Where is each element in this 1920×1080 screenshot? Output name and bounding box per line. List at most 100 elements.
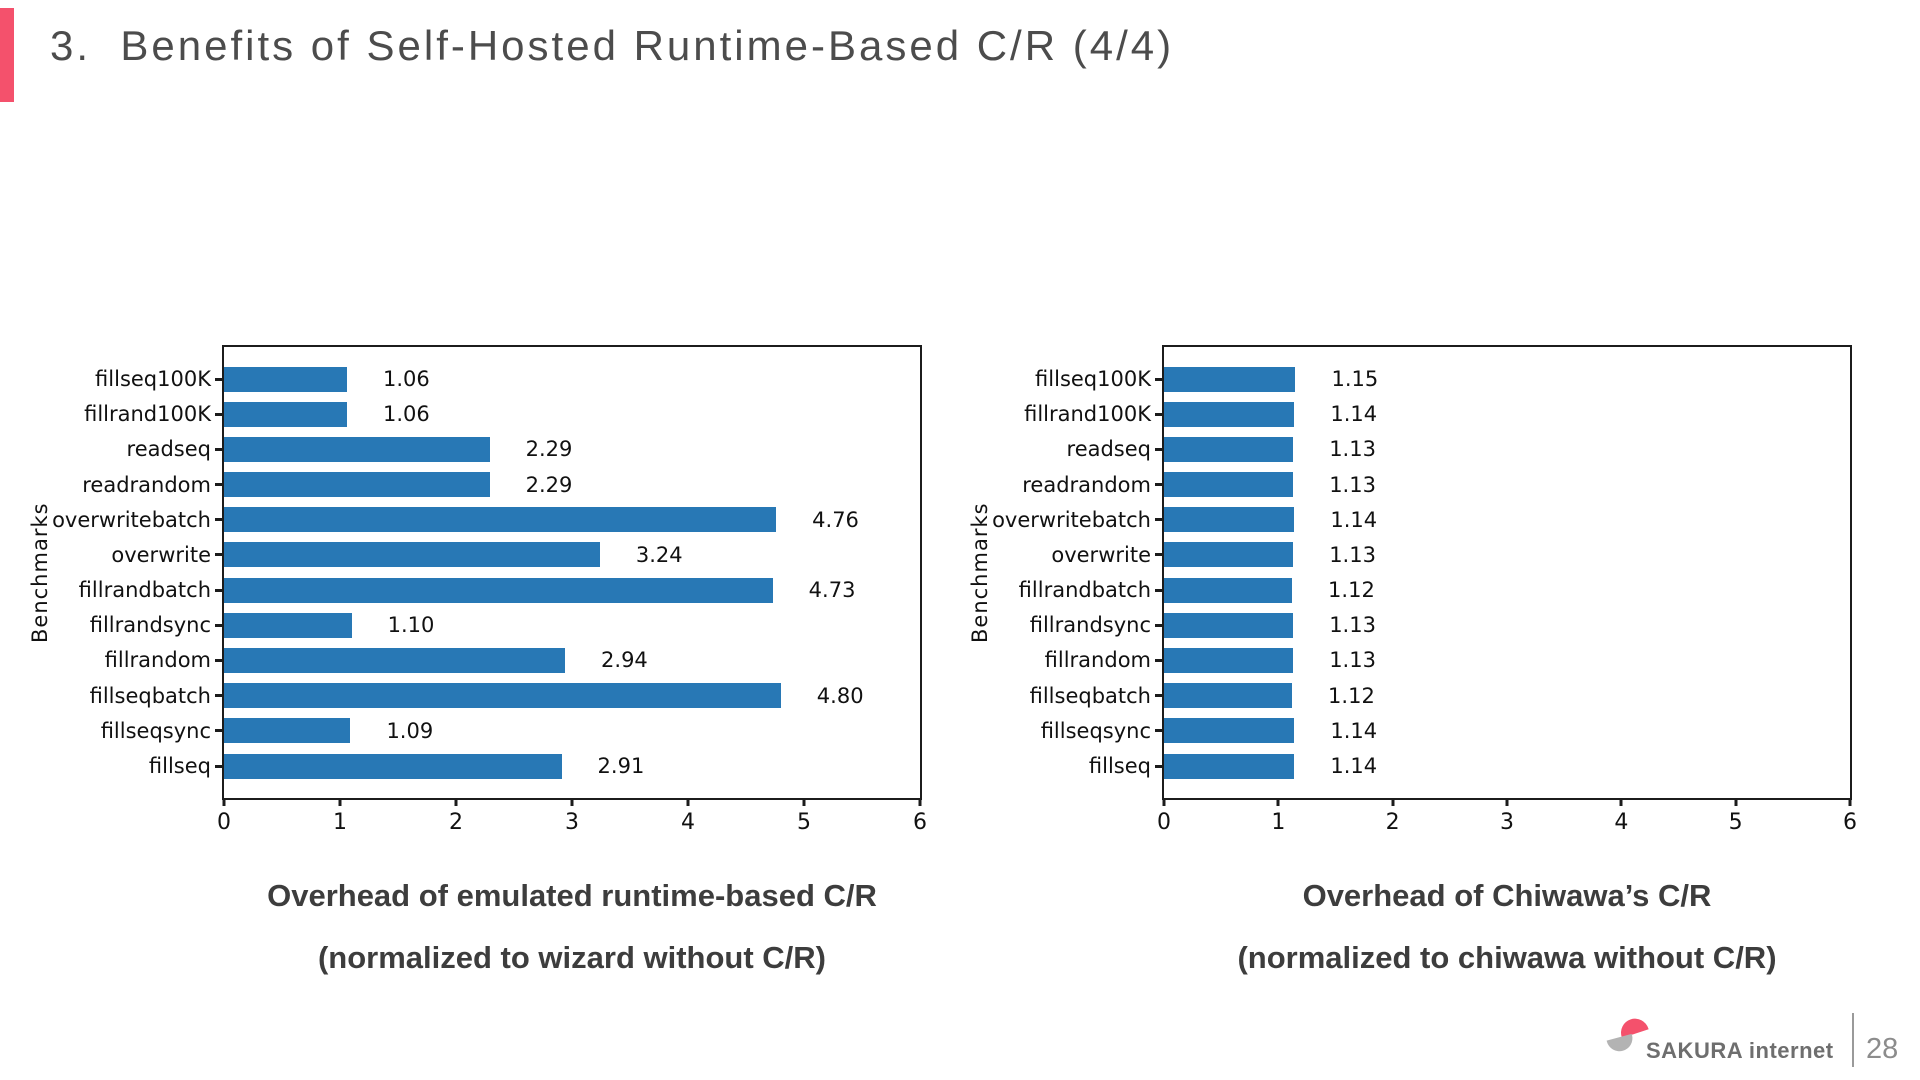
- benchmark-label: overwrite: [1051, 542, 1151, 567]
- x-axis-tick: [686, 798, 690, 806]
- bar-fillseqsync: [1164, 718, 1295, 744]
- bar-fillseqsync: [224, 718, 351, 744]
- benchmark-label: fillseqbatch: [1029, 683, 1151, 708]
- bar-fillrand100K: [1164, 401, 1295, 427]
- y-axis-tick: [1155, 764, 1164, 768]
- bar-readseq: [224, 436, 490, 462]
- y-axis-tick: [215, 447, 224, 451]
- chart-caption-right: Overhead of Chiwawa’s C/R (normalized to…: [1057, 878, 1920, 976]
- bar-value-label: 1.13: [1329, 648, 1376, 673]
- x-axis-tick: [1391, 798, 1395, 806]
- y-axis-tick: [215, 729, 224, 733]
- caption-subtitle: (normalized to wizard without C/R): [317, 940, 827, 975]
- x-tick-label: 6: [1843, 810, 1857, 835]
- y-axis-tick: [1155, 412, 1164, 416]
- bar-value-label: 1.09: [386, 718, 434, 743]
- bar-fillrand100K: [224, 401, 347, 427]
- bar-fillrandbatch: [1164, 577, 1293, 603]
- y-axis-tick: [1155, 553, 1164, 557]
- bar-value-label: 4.73: [808, 578, 856, 603]
- benchmark-label: readseq: [1066, 437, 1151, 462]
- bar-value-label: 1.06: [382, 367, 430, 391]
- bar-value-label: 1.14: [1330, 754, 1378, 778]
- y-axis-tick: [1155, 447, 1164, 451]
- chart-emulated-runtime-cr: Benchmarks 1.06 fillseq100K 1.06 fillrand10…: [28, 345, 927, 835]
- y-axis-tick: [215, 588, 224, 592]
- x-axis-tick: [222, 798, 226, 806]
- bar-value-label: 1.14: [1330, 402, 1378, 427]
- bar-value-label: 1.12: [1328, 578, 1375, 603]
- bar-fillseqbatch: [1164, 683, 1293, 709]
- y-axis-tick: [215, 658, 224, 662]
- x-tick-label: 1: [1271, 810, 1286, 835]
- benchmark-label: readrandom: [82, 472, 211, 497]
- benchmark-label: fillseq100K: [95, 367, 211, 391]
- y-axis-tick: [215, 412, 224, 416]
- bar-value-label: 3.24: [635, 542, 683, 567]
- y-axis-title: Benchmarks: [28, 502, 52, 643]
- bar-readseq: [1164, 436, 1294, 462]
- bar-readrandom: [224, 472, 490, 498]
- bar-fillseq100K: [1164, 366, 1296, 392]
- y-axis-tick: [1155, 588, 1164, 592]
- bar-value-label: 2.94: [601, 648, 648, 673]
- y-axis-tick: [215, 483, 224, 487]
- y-axis-tick: [1155, 694, 1164, 698]
- benchmark-label: fillrand100K: [1024, 402, 1151, 427]
- caption-title: Overhead of Chiwawa’s C/R: [1302, 878, 1712, 913]
- bar-value-label: 4.80: [816, 683, 864, 708]
- x-axis-tick: [338, 798, 342, 806]
- bar-fillseqbatch: [224, 683, 781, 709]
- bar-fillseq100K: [224, 366, 347, 392]
- bar-fillseq: [224, 753, 562, 779]
- bar-value-label: 1.13: [1329, 437, 1376, 462]
- x-tick-label: 3: [565, 810, 579, 835]
- y-axis-tick: [215, 377, 224, 381]
- benchmark-label: fillseqbatch: [89, 683, 211, 708]
- y-axis-tick: [1155, 658, 1164, 662]
- bar-fillseq: [1164, 753, 1295, 779]
- x-tick-label: 4: [1614, 810, 1629, 835]
- brand-text: SAKURA internet: [1646, 1038, 1834, 1063]
- caption-subtitle: (normalized to chiwawa without C/R): [1237, 940, 1777, 975]
- bar-value-label: 2.29: [525, 437, 573, 462]
- x-axis-tick: [1619, 798, 1623, 806]
- y-axis-tick: [1155, 377, 1164, 381]
- benchmark-label: fillrandsync: [89, 613, 211, 638]
- bar-value-label: 2.91: [597, 754, 645, 778]
- benchmark-label: overwritebatch: [52, 507, 211, 532]
- chart-chiwawa-cr: Benchmarks 1.15 fillseq100K 1.14 fillrand10…: [968, 345, 1857, 835]
- benchmark-label: fillrandom: [1044, 648, 1151, 673]
- x-tick-label: 2: [449, 810, 463, 835]
- x-axis-tick: [1848, 798, 1852, 806]
- sakura-logo-pink-petal: [1617, 1015, 1649, 1038]
- bar-value-label: 2.29: [525, 472, 573, 497]
- x-tick-label: 0: [217, 810, 231, 835]
- y-axis-tick: [215, 553, 224, 557]
- x-tick-label: 6: [913, 810, 927, 835]
- title-accent-bar: [0, 8, 14, 102]
- x-axis-tick: [1162, 798, 1166, 806]
- bar-value-label: 4.76: [812, 507, 859, 532]
- bar-value-label: 1.10: [387, 613, 435, 638]
- benchmark-label: overwrite: [111, 542, 211, 567]
- benchmark-label: fillrandbatch: [78, 578, 211, 603]
- x-tick-label: 4: [681, 810, 695, 835]
- chart-caption-left: Overhead of emulated runtime-based C/R (…: [122, 878, 1022, 976]
- bar-overwrite: [224, 542, 600, 568]
- benchmark-label: fillseq: [148, 754, 211, 778]
- benchmark-label: fillrandsync: [1029, 613, 1151, 638]
- footer-divider: [1852, 1013, 1854, 1067]
- y-axis-tick: [1155, 729, 1164, 733]
- page-title: 3. Benefits of Self-Hosted Runtime-Based…: [50, 22, 1175, 69]
- benchmark-label: overwritebatch: [992, 507, 1151, 532]
- caption-title: Overhead of emulated runtime-based C/R: [267, 878, 877, 913]
- benchmark-label: fillrandom: [104, 648, 211, 673]
- bar-overwrite: [1164, 542, 1294, 568]
- x-axis-tick: [570, 798, 574, 806]
- sakura-logo-icon: [1606, 1012, 1650, 1056]
- benchmark-label: fillseqsync: [100, 718, 211, 743]
- x-axis-tick: [1505, 798, 1509, 806]
- benchmark-label: fillseqsync: [1040, 718, 1151, 743]
- bar-value-label: 1.13: [1329, 472, 1376, 497]
